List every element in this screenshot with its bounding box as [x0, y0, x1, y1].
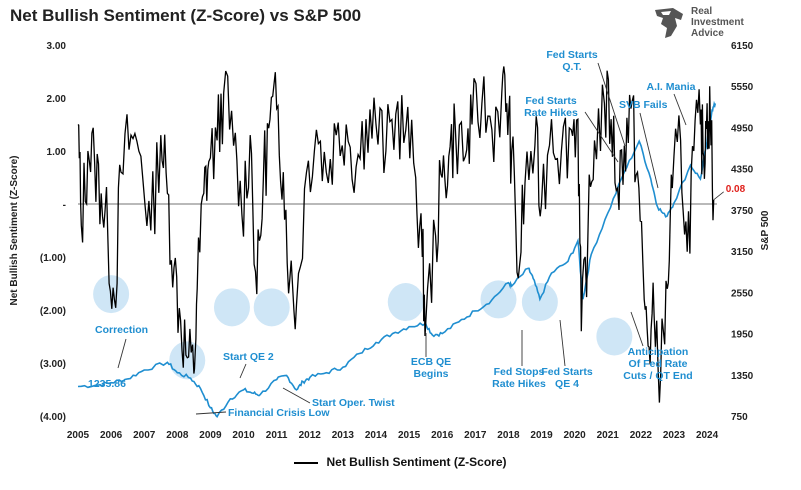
- annotation-leader: [597, 62, 626, 147]
- last-value-leader: [713, 191, 724, 201]
- brand-line-1: Real: [691, 6, 713, 17]
- annotation-leader: [239, 363, 247, 379]
- legend-swatch-sentiment: [294, 461, 319, 464]
- y-right-tick-label: 2550: [731, 288, 754, 299]
- x-tick-label: 2021: [597, 430, 620, 441]
- x-tick-label: 2016: [431, 430, 454, 441]
- brand-line-2: Investment: [691, 17, 744, 28]
- y-left-tick-label: (4.00): [40, 412, 66, 423]
- annotation-anticipation: Anticipation: [628, 346, 689, 358]
- annotation-correction: Correction: [95, 324, 148, 336]
- annotation-fed-qe4: Fed Starts: [541, 366, 593, 378]
- annotation-ecb-qe: Begins: [413, 368, 448, 380]
- sp500-line: [77, 100, 717, 419]
- y-right-tick-label: 4950: [731, 123, 754, 134]
- highlight-circle: [387, 283, 424, 322]
- annotation-fed-qt: Fed Starts: [546, 49, 598, 61]
- chart-annotations: 0.08 Correction 1235.86 Financial Crisis Lo…: [88, 49, 746, 419]
- chart-axes: 3.00 2.00 1.00 - (1.00) (2.00) (3.00) (4.00) 615…: [9, 41, 771, 441]
- annotation-start-level: 1235.86: [88, 378, 126, 390]
- annotation-financial-crisis-low: Financial Crisis Low: [228, 407, 330, 419]
- y-right-axis-title: S&P 500: [760, 210, 771, 250]
- annotation-leader: [195, 411, 227, 415]
- annotation-start-oper-twist: Start Oper. Twist: [312, 397, 395, 409]
- highlight-circle: [253, 288, 290, 327]
- annotation-leader: [630, 311, 644, 347]
- y-left-tick-label: 2.00: [47, 94, 67, 105]
- x-tick-label: 2022: [630, 430, 653, 441]
- brand-line-3: Advice: [691, 28, 724, 39]
- y-left-tick-label: (1.00): [40, 253, 66, 264]
- annotation-ai-mania: A.I. Mania: [646, 81, 695, 93]
- highlight-circle: [521, 283, 558, 322]
- x-tick-label: 2019: [530, 430, 553, 441]
- annotation-fed-stops: Fed Stops: [494, 366, 545, 378]
- x-tick-label: 2007: [133, 430, 156, 441]
- y-right-tick-label: 3150: [731, 247, 754, 258]
- y-left-tick-label: 3.00: [47, 41, 67, 52]
- annotation-fed-hikes: Fed Starts: [525, 95, 577, 107]
- legend-label-sentiment: Net Bullish Sentiment (Z-Score): [326, 455, 507, 469]
- chart-legend: Net Bullish Sentiment (Z-Score): [0, 455, 801, 469]
- annotation-fed-hikes: Rate Hikes: [524, 107, 578, 119]
- annotation-svb-fails: SVB Fails: [619, 99, 668, 111]
- x-tick-label: 2020: [564, 430, 587, 441]
- y-right-tick-label: 6150: [731, 41, 754, 52]
- x-tick-label: 2008: [166, 430, 189, 441]
- y-left-tick-label: 1.00: [47, 147, 67, 158]
- y-left-tick-label: (2.00): [40, 306, 66, 317]
- y-right-tick-label: 1950: [731, 330, 754, 341]
- x-tick-label: 2015: [398, 430, 421, 441]
- y-right-tick-label: 3750: [731, 206, 754, 217]
- annotation-leader: [282, 387, 311, 404]
- annotation-leader: [673, 93, 687, 126]
- x-tick-label: 2006: [100, 430, 123, 441]
- x-tick-label: 2017: [464, 430, 487, 441]
- annotation-ecb-qe: ECB QE: [411, 356, 451, 368]
- x-tick-label: 2013: [332, 430, 355, 441]
- highlight-circle: [169, 341, 206, 380]
- annotation-anticipation: Of Fed Rate: [629, 358, 688, 370]
- annotation-leader: [117, 338, 127, 369]
- x-tick-label: 2012: [299, 430, 322, 441]
- y-left-tick-label: -: [63, 200, 66, 211]
- x-tick-label: 2024: [696, 430, 719, 441]
- y-right-tick-label: 4350: [731, 165, 754, 176]
- x-tick-label: 2011: [266, 430, 288, 441]
- y-left-tick-label: (3.00): [40, 359, 66, 370]
- x-tick-label: 2010: [232, 430, 255, 441]
- annotation-leader: [559, 319, 566, 367]
- sentiment-line: [77, 66, 715, 403]
- annotation-fed-stops: Rate Hikes: [492, 378, 546, 390]
- highlight-circle: [596, 317, 633, 356]
- chart-title: Net Bullish Sentiment (Z-Score) vs S&P 5…: [10, 6, 362, 25]
- last-value-label: 0.08: [726, 184, 746, 195]
- annotation-anticipation: Cuts / QT End: [623, 370, 692, 382]
- y-right-tick-label: 5550: [731, 82, 754, 93]
- brand-logo: Real Investment Advice: [649, 6, 789, 42]
- annotation-fed-qt: Q.T.: [562, 61, 581, 73]
- annotation-leader: [639, 112, 659, 189]
- x-tick-label: 2023: [663, 430, 686, 441]
- annotation-leader: [584, 111, 619, 163]
- highlight-circle: [213, 288, 250, 327]
- eagle-head-icon: [655, 8, 683, 38]
- y-right-tick-label: 750: [731, 412, 748, 423]
- x-tick-label: 2014: [365, 430, 388, 441]
- y-left-axis-title: Net Bullish Sentiment (Z-Score): [9, 155, 20, 305]
- highlight-circle: [480, 280, 517, 319]
- x-tick-label: 2009: [199, 430, 222, 441]
- chart-lines: [77, 66, 717, 419]
- x-tick-label: 2005: [67, 430, 90, 441]
- highlight-circles: [93, 275, 633, 380]
- y-right-tick-label: 1350: [731, 371, 754, 382]
- brand-name: Real Investment Advice: [691, 6, 744, 39]
- annotation-fed-qe4: QE 4: [555, 378, 579, 390]
- x-tick-label: 2018: [497, 430, 520, 441]
- annotation-start-qe2: Start QE 2: [223, 351, 274, 363]
